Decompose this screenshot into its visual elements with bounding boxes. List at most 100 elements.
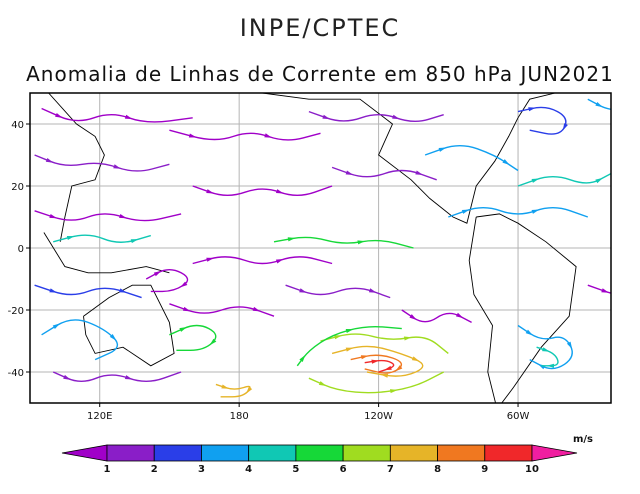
streamline-arrow [153,270,162,277]
colorbar-label: 10 [525,464,539,475]
streamline-arrow [403,336,412,341]
streamline [145,269,189,293]
streamline-arrow [109,334,117,341]
x-tick-label: 120E [87,411,112,422]
coastline-indonesia [43,232,170,274]
colorbar-arrow-high [531,444,578,462]
streamline-arrow [357,240,366,245]
streamline [285,284,391,299]
colorbar-segment [295,444,344,462]
streamline [331,166,437,181]
streamline-arrow [562,123,568,131]
streamline [517,172,611,187]
streamline-arrow [179,326,188,332]
streamline-arrow [55,112,63,118]
streamline-arrow [502,159,510,165]
streamline-arrow [360,355,369,360]
map-title: Anomalia de Linhas de Corrente em 850 hP… [26,62,614,86]
streamline [34,284,142,299]
y-tick-label: 0 [18,244,24,255]
x-tick-label: 120W [364,411,393,422]
streamline-arrow [531,178,540,183]
streamline [517,106,567,135]
colorbar-label: 7 [387,464,394,475]
streamline [52,371,182,382]
streamline [320,333,449,354]
streamline [169,303,275,317]
colorbar-segment [342,444,391,462]
coastline-asia-east [48,93,105,242]
colorbar-label: 5 [292,464,299,475]
y-tick-label: -20 [8,306,24,317]
x-tick-label: 180 [230,411,249,422]
coastline-north-america [262,93,556,224]
coastline-south-america [468,213,577,403]
y-tick-label: 20 [11,182,24,193]
streamline-arrow [395,365,403,372]
streamline-arrow [345,329,354,334]
streamline-arrow [528,107,536,112]
streamline-arrow [322,114,331,120]
streamline-arrow [188,133,197,138]
streamline [41,107,193,123]
streamline-arrow [455,312,464,319]
streamline-arrow [626,111,632,118]
streamline-arrow [601,288,609,293]
streamline [308,371,445,394]
streamline-arrow [206,257,214,262]
colorbar-label: 1 [104,464,111,475]
colorbar-unit: m/s [573,434,593,445]
y-tick-label: -40 [8,368,24,379]
streamline [424,145,519,172]
colorbar-label: 8 [434,464,441,475]
streamline-arrow [525,329,533,336]
streamline-arrow [209,338,217,346]
streamline [587,284,611,294]
streamline-arrow [49,213,58,219]
streamline-arrow [390,389,398,394]
streamline [517,324,573,370]
streamline-arrow [415,170,424,175]
streamline-arrow [275,189,284,194]
streamline-arrow [63,374,71,380]
header-title: INPE/CPTEC [239,14,401,42]
streamline-arrow [119,213,127,219]
streamline-arrow [66,236,75,241]
streamline [192,185,333,196]
colorbar-segment [201,444,250,462]
colorbar-label: 9 [481,464,488,475]
streamline-arrow [566,341,573,350]
streamline-arrow [206,189,214,194]
y-tick-label: 40 [11,120,24,131]
colorbar-segment [153,444,202,462]
streamline-arrow [119,288,127,293]
colorbar-arrow-low [61,444,108,462]
colorbar-segment [106,444,155,462]
streamline-arrow [52,323,61,330]
coastline-africa [610,154,611,158]
colorbar-segment [389,444,438,462]
streamline-arrow [380,373,389,378]
streamline [536,346,559,367]
streamline-arrow [246,386,253,394]
streamline-arrow [334,335,342,340]
colorbar-segment [437,444,486,462]
streamline-arrow [252,306,261,312]
streamline-arrow [113,164,121,169]
streamline-arrow [392,114,400,120]
streamline [192,256,333,265]
streamline-arrow [299,288,307,293]
streamline [169,324,217,351]
streamline-arrow [180,281,188,288]
streamline [308,110,444,122]
streamline-arrow [595,177,603,184]
streamline-arrow [368,288,377,293]
x-tick-label: 60W [507,411,530,422]
streamline-arrow [542,347,550,352]
streamline [448,207,589,218]
streamline-arrow [345,170,354,175]
streamline-arrow [537,363,546,370]
streamline [296,325,402,367]
streamline-arrow [546,363,555,368]
